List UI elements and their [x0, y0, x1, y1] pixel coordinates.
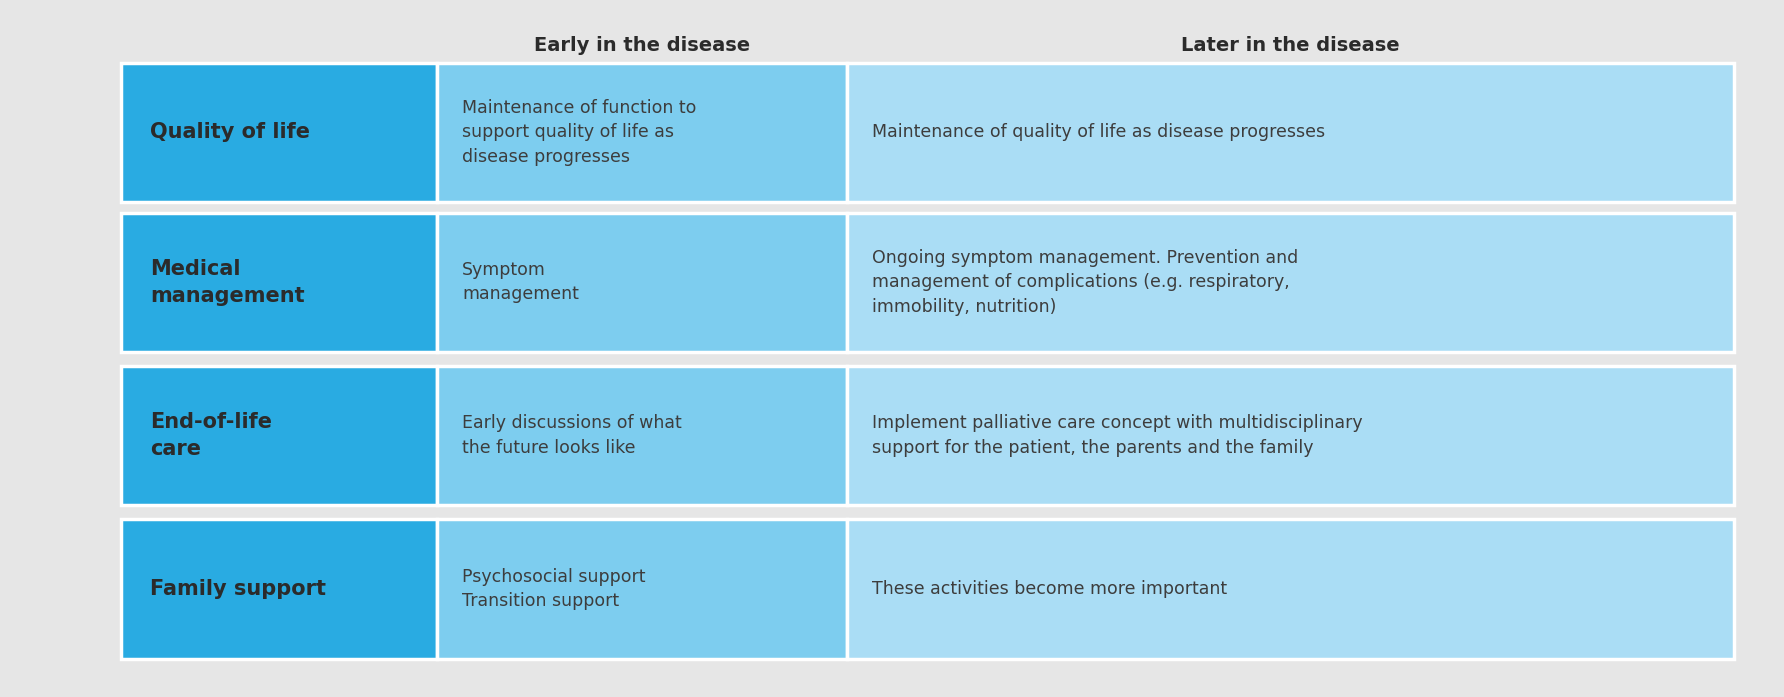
Text: Quality of life: Quality of life [150, 123, 310, 142]
Bar [121, 366, 437, 505]
Text: Symptom
management: Symptom management [462, 261, 580, 303]
Bar [121, 213, 437, 352]
Text: Maintenance of quality of life as disease progresses: Maintenance of quality of life as diseas… [872, 123, 1326, 141]
Bar [121, 519, 437, 659]
Text: Early discussions of what
the future looks like: Early discussions of what the future loo… [462, 415, 681, 457]
Text: Ongoing symptom management. Prevention and
management of complications (e.g. res: Ongoing symptom management. Prevention a… [872, 249, 1299, 316]
Bar [847, 519, 1734, 659]
Bar [847, 63, 1734, 202]
Text: Later in the disease: Later in the disease [1181, 36, 1400, 55]
Bar [437, 519, 847, 659]
Bar [847, 213, 1734, 352]
Text: End-of-life
care: End-of-life care [150, 412, 271, 459]
Bar [121, 63, 437, 202]
Text: Early in the disease: Early in the disease [533, 36, 751, 55]
Text: Family support: Family support [150, 579, 326, 599]
Text: Implement palliative care concept with multidisciplinary
support for the patient: Implement palliative care concept with m… [872, 415, 1363, 457]
Text: Maintenance of function to
support quality of life as
disease progresses: Maintenance of function to support quali… [462, 99, 696, 166]
Text: Medical
management: Medical management [150, 259, 305, 306]
Bar [437, 63, 847, 202]
Text: Psychosocial support
Transition support: Psychosocial support Transition support [462, 568, 646, 610]
Text: These activities become more important: These activities become more important [872, 580, 1227, 598]
Bar [437, 213, 847, 352]
Bar [847, 366, 1734, 505]
Bar [437, 366, 847, 505]
